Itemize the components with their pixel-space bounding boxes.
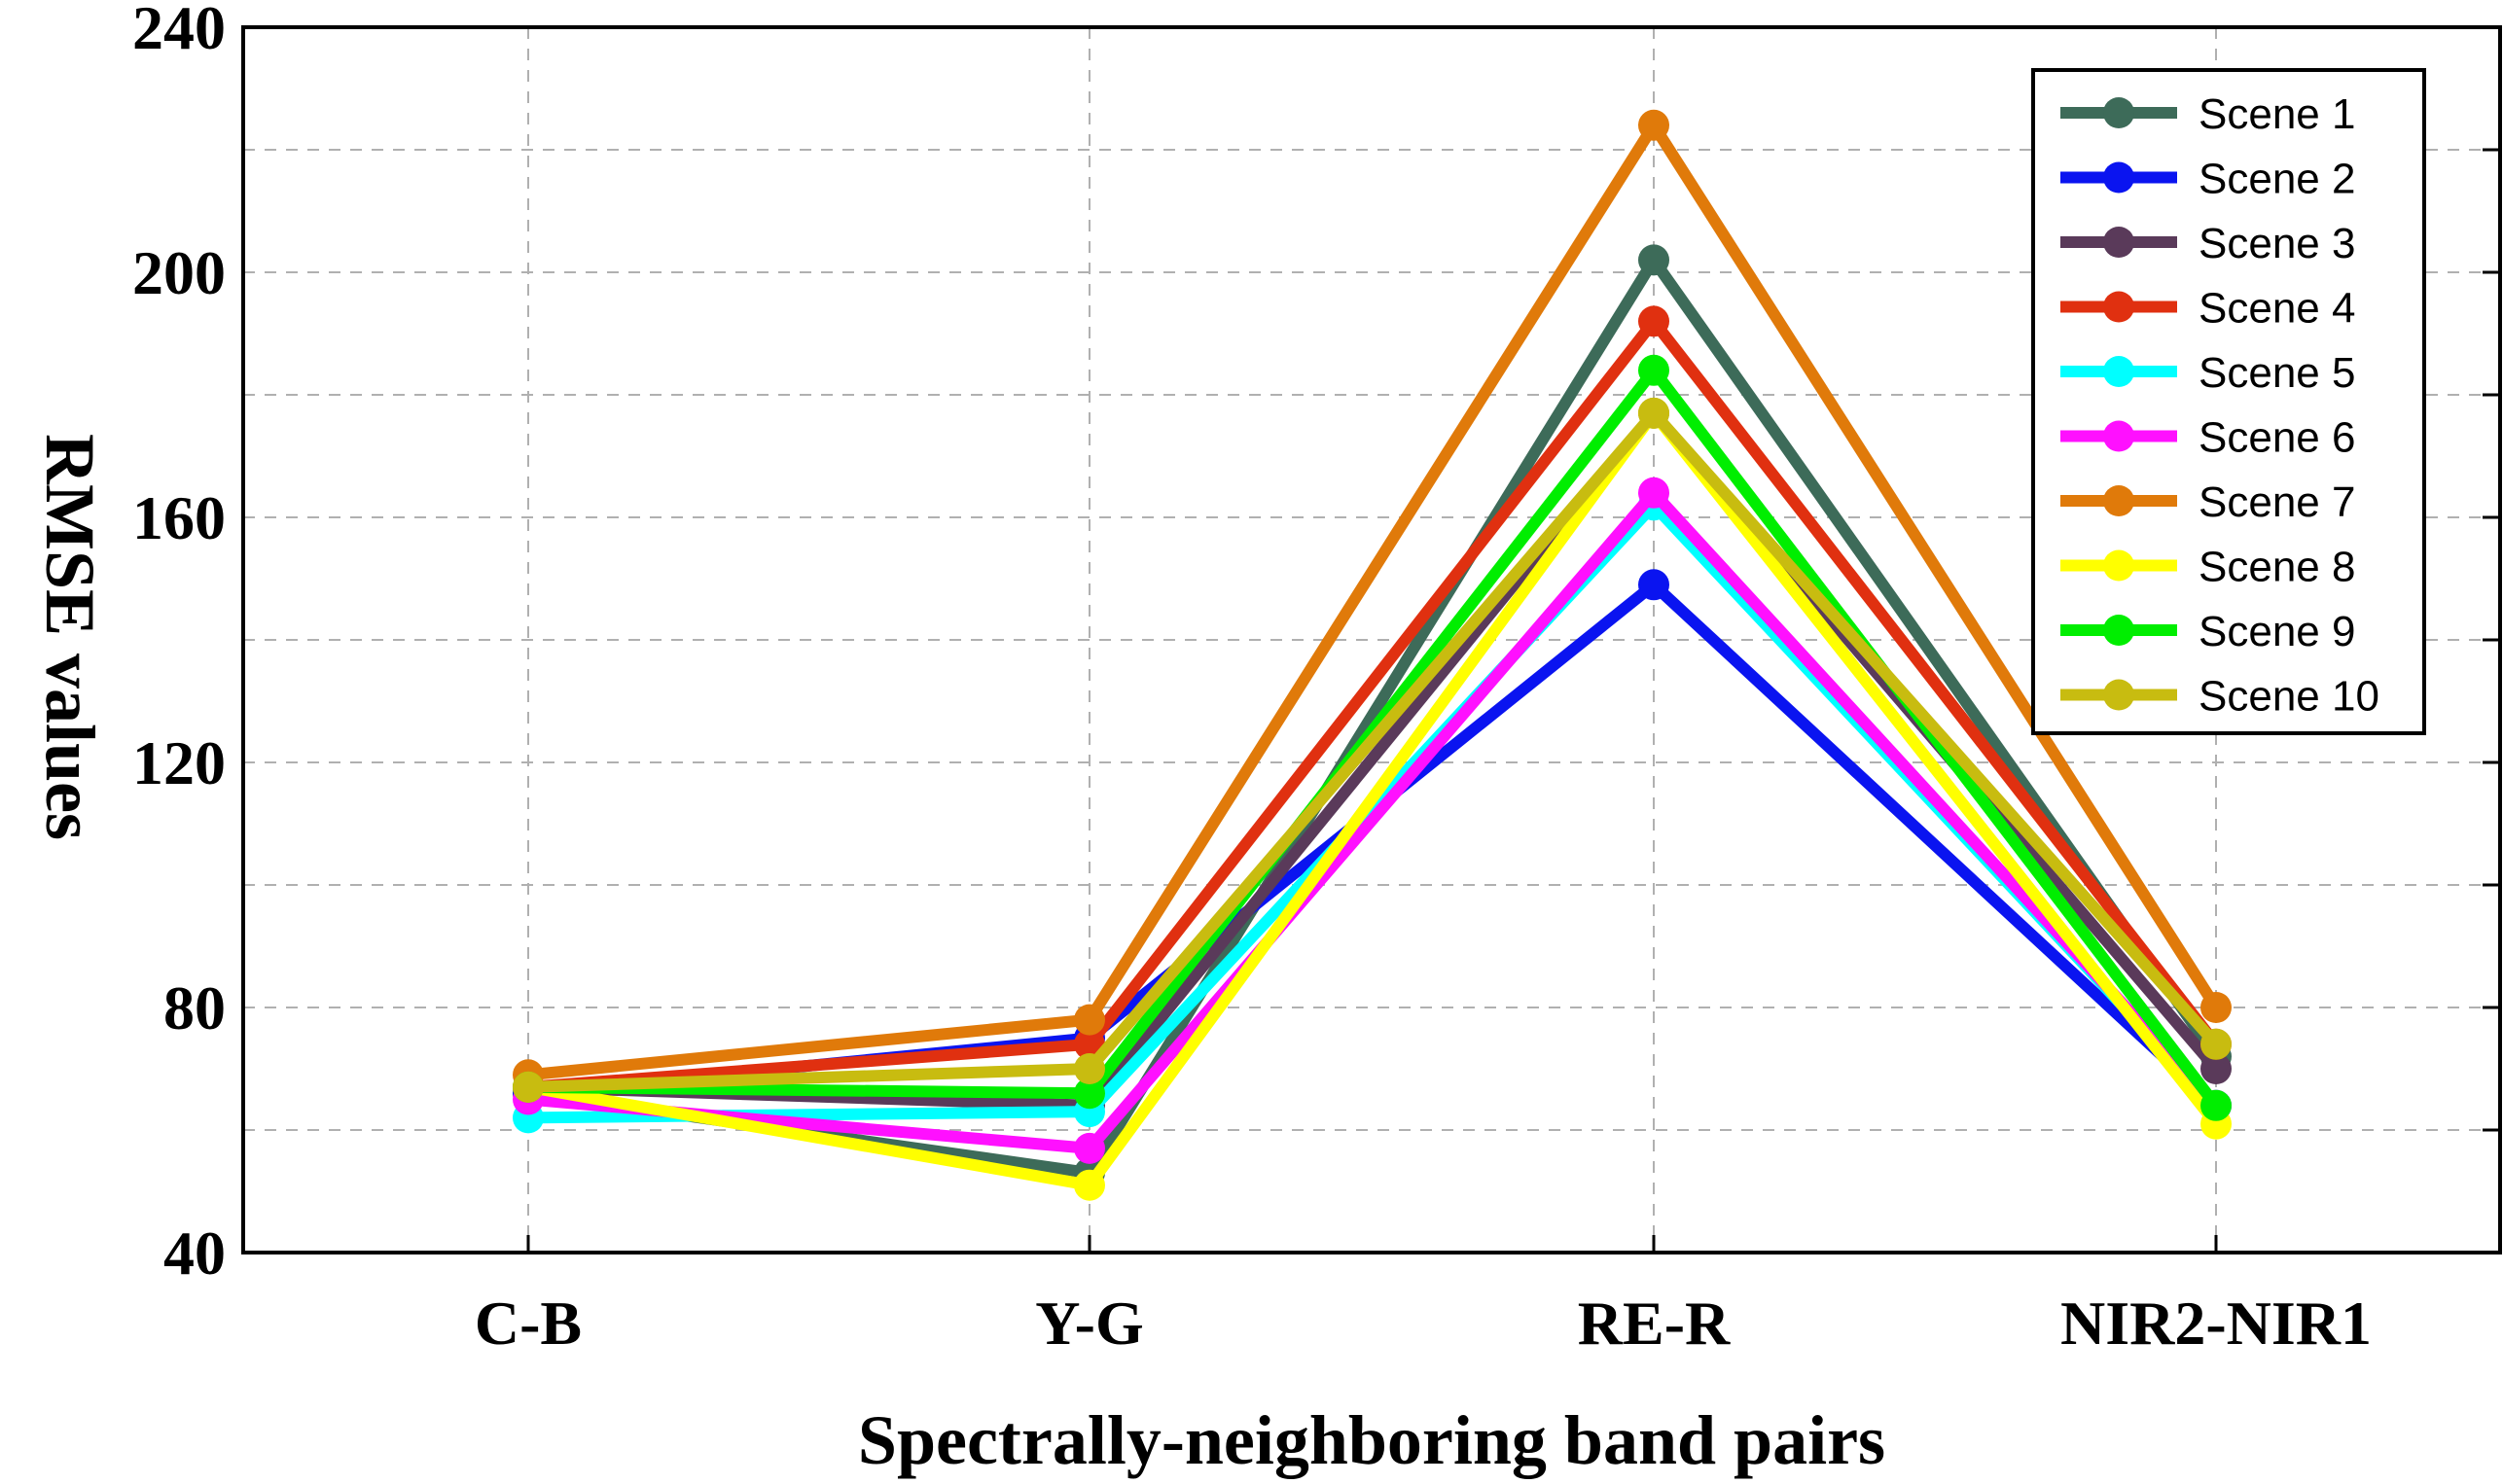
x-tick-label: NIR2-NIR1 xyxy=(2060,1289,2372,1358)
legend-label: Scene 3 xyxy=(2199,220,2355,267)
data-point xyxy=(1638,244,1669,276)
legend-label: Scene 9 xyxy=(2199,608,2355,655)
y-tick-label: 80 xyxy=(163,973,226,1042)
y-axis-title: RMSE values xyxy=(31,434,109,840)
legend-swatch-marker xyxy=(2103,291,2134,323)
y-tick-label: 160 xyxy=(132,483,226,552)
legend-item: Scene 1 xyxy=(2060,90,2355,138)
data-point xyxy=(2200,1053,2232,1084)
y-tick-label: 200 xyxy=(132,238,226,307)
legend-swatch-marker xyxy=(2103,549,2134,582)
legend-item: Scene 3 xyxy=(2060,220,2355,267)
legend-label: Scene 4 xyxy=(2199,285,2355,333)
legend-label: Scene 7 xyxy=(2199,478,2355,526)
series-line xyxy=(527,315,2221,1093)
series-10 xyxy=(513,397,2232,1103)
data-point xyxy=(1074,1169,1105,1201)
x-tick-label: Y-G xyxy=(1035,1289,1143,1358)
series-line xyxy=(527,579,2221,1111)
legend-item: Scene 2 xyxy=(2060,156,2355,203)
data-point xyxy=(1074,1004,1105,1036)
legend-label: Scene 10 xyxy=(2199,673,2379,721)
data-point xyxy=(1638,477,1669,509)
legend-swatch-marker xyxy=(2103,161,2134,194)
legend-swatch-marker xyxy=(2103,97,2134,128)
series-9 xyxy=(513,354,2232,1121)
data-point xyxy=(1638,569,1669,601)
legend-item: Scene 5 xyxy=(2060,349,2355,397)
legend-label: Scene 8 xyxy=(2199,544,2355,591)
data-point xyxy=(2200,1028,2232,1060)
series-3 xyxy=(513,397,2232,1121)
series-line xyxy=(527,406,2221,1093)
data-point xyxy=(2200,992,2232,1023)
legend-item: Scene 9 xyxy=(2060,608,2355,655)
series-line xyxy=(527,364,2221,1110)
data-point xyxy=(513,1071,544,1103)
x-tick-label: C-B xyxy=(475,1289,582,1358)
y-tick-label: 120 xyxy=(132,728,226,797)
legend-swatch-marker xyxy=(2103,615,2134,646)
y-tick-label: 40 xyxy=(163,1219,226,1288)
legend-swatch-marker xyxy=(2103,420,2134,452)
series-line xyxy=(527,486,2221,1154)
y-axis: 40 80 120 160 200 240 xyxy=(132,0,2500,1288)
y-tick-label: 240 xyxy=(132,0,226,62)
data-point xyxy=(1074,1078,1105,1110)
legend-swatch-marker xyxy=(2103,356,2134,387)
legend: Scene 1 Scene 2 Scene 3 Scene 4 Scene 5 Scene… xyxy=(2031,68,2426,735)
legend-swatch-marker xyxy=(2103,679,2134,711)
series-line xyxy=(526,406,2221,1191)
data-point xyxy=(1638,109,1669,141)
x-axis: C-B Y-G RE-R NIR2-NIR1 xyxy=(475,1235,2372,1358)
legend-label: Scene 1 xyxy=(2199,90,2355,138)
series-line xyxy=(527,119,2222,1081)
x-tick-label: RE-R xyxy=(1578,1289,1731,1358)
legend-label: Scene 6 xyxy=(2199,414,2355,462)
data-point xyxy=(1638,397,1669,429)
legend-swatch-marker xyxy=(2103,227,2134,258)
legend-item: Scene 8 xyxy=(2060,544,2355,591)
data-point xyxy=(1638,305,1669,337)
legend-item: Scene 7 xyxy=(2060,478,2355,526)
x-axis-title: Spectrally-neighboring band pairs xyxy=(858,1401,1885,1479)
legend-item: Scene 4 xyxy=(2060,285,2355,333)
series-lines xyxy=(513,109,2232,1201)
data-point xyxy=(1074,1053,1105,1084)
legend-swatch-marker xyxy=(2103,485,2134,516)
data-point xyxy=(1074,1132,1105,1164)
legend-label: Scene 2 xyxy=(2199,156,2355,203)
legend-item: Scene 6 xyxy=(2060,414,2355,462)
legend-label: Scene 5 xyxy=(2199,349,2355,397)
data-point xyxy=(2200,1089,2232,1121)
series-7 xyxy=(513,109,2232,1091)
legend-item: Scene 10 xyxy=(2060,673,2379,721)
data-point xyxy=(1638,354,1669,386)
